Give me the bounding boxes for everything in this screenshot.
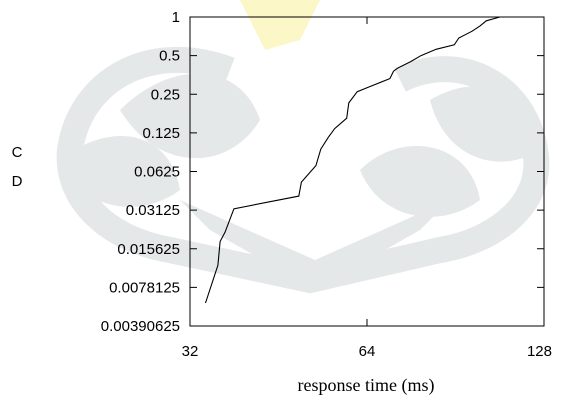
- y-tick-label: 0.0625: [134, 164, 180, 181]
- watermark-leaf-left-2: [60, 136, 180, 207]
- y-tick-label: 0.125: [142, 125, 180, 142]
- y-axis: 0.00390625 0.0078125 0.015625 0.03125 0.0625…: [101, 9, 544, 335]
- x-tick-label: 128: [527, 343, 552, 360]
- y-axis-title-line-1: C: [12, 144, 23, 161]
- y-tick-label: 0.00390625: [101, 318, 180, 335]
- watermark-bottom-fold: [180, 200, 450, 290]
- y-tick-label: 0.0078125: [109, 279, 180, 296]
- y-tick-label: 0.03125: [126, 202, 180, 219]
- x-tick-label: 32: [182, 343, 199, 360]
- x-tick-label: 64: [359, 343, 376, 360]
- watermark-accent-shape: [240, 0, 320, 50]
- y-tick-label: 0.5: [159, 48, 180, 65]
- y-axis-title-line-2: D: [12, 173, 23, 190]
- watermark-leaf-right: [430, 86, 540, 162]
- watermark-leaf-right-2: [360, 146, 480, 217]
- y-tick-label: 0.015625: [117, 241, 180, 258]
- series-line: [204, 16, 501, 304]
- y-tick-label: 0.25: [151, 86, 180, 103]
- x-axis-title: response time (ms): [298, 375, 435, 396]
- y-tick-label: 1: [172, 9, 180, 26]
- x-axis: 32 64 128: [182, 17, 552, 360]
- plot-frame: [189, 16, 545, 327]
